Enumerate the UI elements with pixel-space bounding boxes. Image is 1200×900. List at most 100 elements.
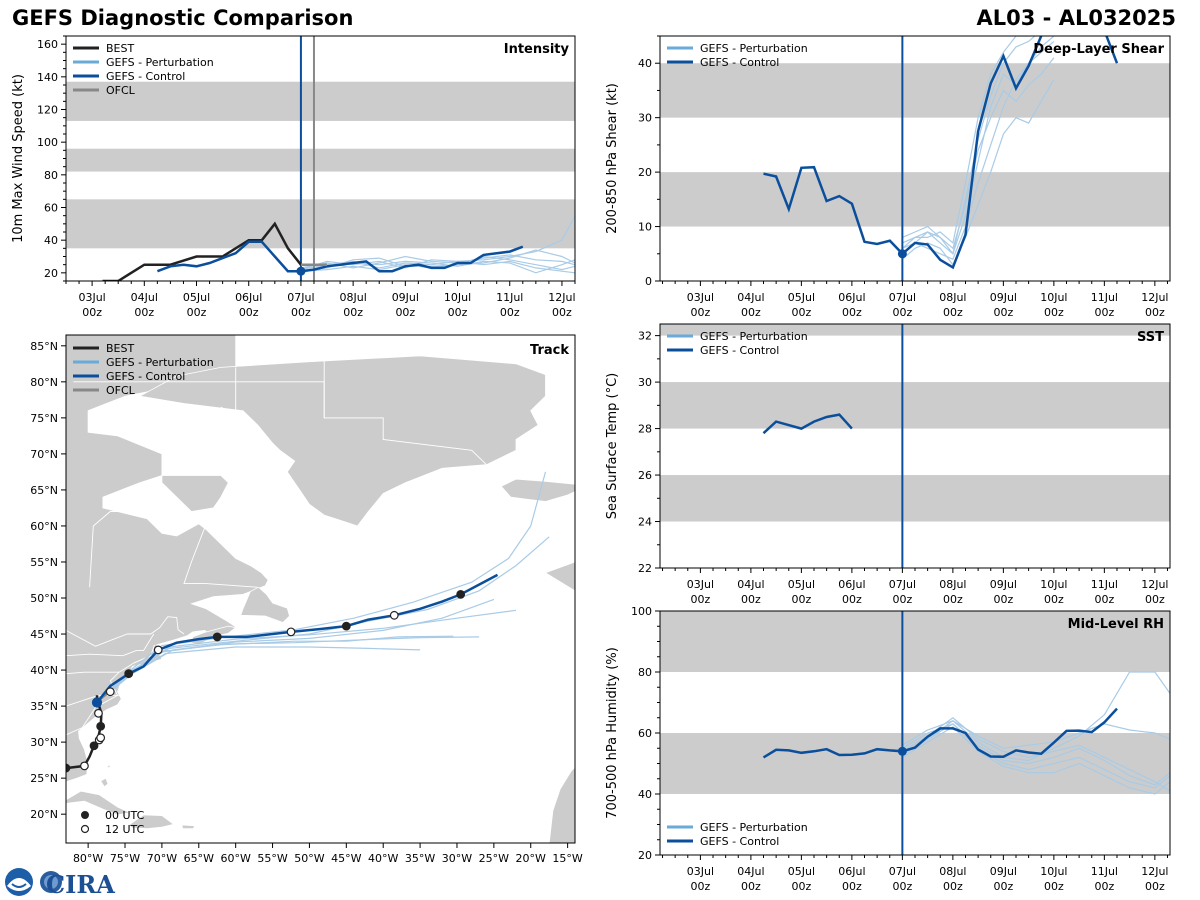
x-tick-label-date: 04Jul <box>131 291 158 304</box>
bahamas-land <box>100 777 109 788</box>
shear-panel: 0 10 20 30 40 03Jul 00z 04Jul 00z 05Jul 00z 06Jul 00… <box>605 35 1171 319</box>
y-tick-label: 20 <box>44 267 58 280</box>
x-tick-label-date: 04Jul <box>737 578 764 591</box>
bahamas-land <box>105 763 111 769</box>
perturbation-track-line <box>96 635 454 703</box>
territory-border <box>154 367 237 440</box>
x-tick-label-date: 09Jul <box>990 291 1017 304</box>
x-tick-label-hour: 00z <box>239 306 259 319</box>
legend-label: OFCL <box>106 384 136 397</box>
rh-panel: 20 40 60 80 100 03Jul 00z 04Jul 00z 05Jul 00z 06Jul… <box>605 605 1171 893</box>
x-tick-label-date: 08Jul <box>939 291 966 304</box>
x-tick-label-hour: 00z <box>187 306 207 319</box>
x-tick-label-hour: 00z <box>552 306 572 319</box>
x-tick-label: 75°W <box>110 852 140 865</box>
x-tick-label-hour: 00z <box>943 880 963 893</box>
y-tick-label: 80 <box>44 169 58 182</box>
perturbation-series-line <box>902 79 1055 266</box>
page-title: GEFS Diagnostic Comparison <box>12 6 354 30</box>
y-tick-label: 55°N <box>30 556 58 569</box>
x-tick-label-hour: 00z <box>741 306 761 319</box>
gefs-control-series-line <box>762 707 1118 759</box>
y-tick-label: 20 <box>638 849 652 862</box>
x-tick-label-date: 10Jul <box>1040 291 1067 304</box>
gefs-control-series-line <box>156 240 524 273</box>
cuba-land <box>66 790 132 816</box>
x-tick-label-hour: 00z <box>1044 593 1064 606</box>
x-tick-label-hour: 00z <box>993 306 1013 319</box>
y-axis-label: 200-850 hPa Shear (kt) <box>605 83 620 234</box>
state-border <box>66 671 120 675</box>
x-tick-label-hour: 00z <box>791 880 811 893</box>
state-border <box>66 694 120 707</box>
x-tick-label-date: 06Jul <box>838 865 865 878</box>
control-track-line <box>96 573 499 704</box>
x-tick-label-hour: 00z <box>1044 306 1064 319</box>
y-tick-label: 35°N <box>30 700 58 713</box>
shaded-band <box>660 382 1170 429</box>
x-tick-label-date: 09Jul <box>392 291 419 304</box>
x-tick-label-hour: 00z <box>448 306 468 319</box>
x-tick-label-date: 05Jul <box>788 865 815 878</box>
x-tick-label-date: 07Jul <box>889 291 916 304</box>
x-tick-label-date: 03Jul <box>687 578 714 591</box>
y-tick-label: 60 <box>638 727 652 740</box>
perturbation-series-line <box>300 255 575 272</box>
init-point-marker <box>897 746 907 756</box>
panel-title: Track <box>530 343 569 358</box>
x-tick-label-date: 09Jul <box>990 578 1017 591</box>
y-tick-label: 80°N <box>30 376 58 389</box>
shaded-band <box>660 63 1170 118</box>
shaded-band <box>660 733 1170 794</box>
perturbation-series-line <box>902 723 1170 786</box>
state-border <box>66 633 155 657</box>
x-tick-label-date: 07Jul <box>889 865 916 878</box>
x-tick-label-date: 08Jul <box>939 578 966 591</box>
best-track-12utc-marker <box>94 708 103 718</box>
x-tick-label-date: 06Jul <box>838 291 865 304</box>
perturbation-series-line <box>902 57 1055 250</box>
x-tick-label: 40°W <box>368 852 398 865</box>
y-tick-label: 85°N <box>30 340 58 353</box>
perturbation-series-line <box>300 249 575 272</box>
y-tick-label: 20 <box>638 166 652 179</box>
x-tick-label-date: 10Jul <box>1040 578 1067 591</box>
control-track-12-marker <box>286 627 296 637</box>
us-canada-border <box>66 616 185 647</box>
x-tick-label-hour: 00z <box>82 306 102 319</box>
y-tick-label: 28 <box>638 423 652 436</box>
y-axis-label: 700-500 hPa Humidity (%) <box>605 647 620 819</box>
x-tick-label: 50°W <box>294 852 324 865</box>
y-tick-label: 100 <box>37 136 58 149</box>
y-tick-label: 40 <box>638 57 652 70</box>
y-tick-label: 65°N <box>30 484 58 497</box>
perturbation-series-line <box>902 720 1170 749</box>
panel-title: Deep-Layer Shear <box>1033 42 1164 57</box>
panel-title: SST <box>1137 330 1164 345</box>
best-track-00utc-marker <box>89 741 99 751</box>
marker-legend-00utc <box>81 811 89 819</box>
shaded-band <box>66 81 575 121</box>
shear-plot-area <box>660 36 1170 281</box>
y-tick-label: 40 <box>638 788 652 801</box>
ireland-land <box>544 561 575 592</box>
legend-label: BEST <box>106 42 134 55</box>
sst-panel: 22 24 26 28 30 32 03Jul 00z 04Jul 00z 05Jul 00z 06Ju… <box>605 323 1171 606</box>
y-tick-label: 70°N <box>30 448 58 461</box>
marker-legend-12utc <box>80 824 90 834</box>
x-tick-label-hour: 00z <box>993 880 1013 893</box>
x-tick-label: 65°W <box>184 852 214 865</box>
x-tick-label: 80°W <box>73 852 103 865</box>
y-axis-label: 10m Max Wind Speed (kt) <box>11 74 26 243</box>
y-tick-label: 32 <box>638 330 652 343</box>
y-tick-label: 60 <box>44 202 58 215</box>
x-tick-label: 25°W <box>479 852 509 865</box>
control-track-00-marker <box>124 669 134 679</box>
x-tick-label-hour: 00z <box>291 306 311 319</box>
best-track-12utc-marker <box>96 733 106 743</box>
shaded-band <box>660 611 1170 672</box>
best-track-00utc-marker <box>96 721 106 731</box>
legend-label: GEFS - Perturbation <box>700 330 808 343</box>
y-tick-label: 50°N <box>30 592 58 605</box>
cira-logo-icon: CIRA <box>40 870 115 898</box>
